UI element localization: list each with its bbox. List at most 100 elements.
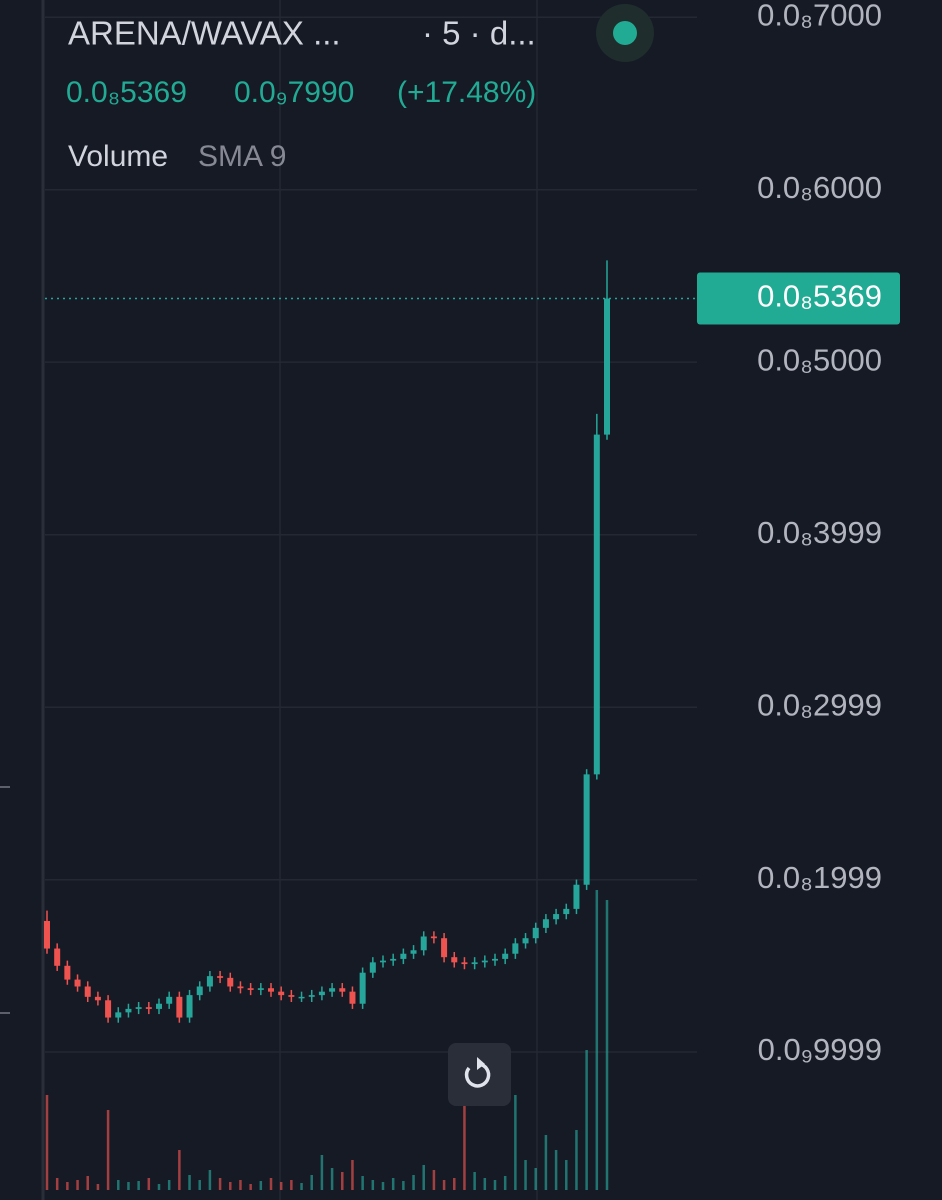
candle-body	[176, 996, 183, 1018]
candle-body	[186, 995, 193, 1018]
volume-bar	[514, 1095, 517, 1190]
volume-bar	[218, 1178, 222, 1190]
volume-bar	[575, 1130, 578, 1190]
candle-body	[115, 1012, 122, 1018]
volume-bar	[453, 1178, 456, 1190]
volume-bar	[249, 1184, 252, 1190]
reset-icon-arrow[interactable]	[477, 1057, 485, 1070]
volume-bar	[66, 1182, 69, 1190]
candle-body	[553, 914, 560, 920]
candle-body	[44, 920, 50, 949]
candle-body	[390, 958, 397, 961]
candle-body	[502, 953, 509, 959]
volume-bar	[381, 1182, 385, 1190]
y-tick-label: 0.0₉9999	[758, 1032, 882, 1067]
volume-bar	[432, 1170, 436, 1190]
candle-body	[84, 986, 91, 997]
candle-body	[156, 1003, 162, 1009]
status-dot	[613, 21, 637, 45]
candle-body	[522, 938, 529, 944]
y-tick-label: 0.0₈1999	[757, 860, 882, 895]
candle-body	[145, 1007, 152, 1009]
candle-body	[359, 972, 366, 1004]
candle-layer	[44, 260, 610, 1023]
candle-body	[237, 986, 244, 989]
candle-body	[532, 927, 539, 939]
volume-bar	[483, 1178, 487, 1190]
candle-body	[206, 976, 213, 987]
y-tick-label: 0.0₈3999	[757, 515, 882, 550]
volume-bar	[167, 1180, 171, 1190]
volume-bar	[493, 1180, 497, 1190]
volume-bar	[127, 1182, 130, 1190]
volume-bar	[117, 1180, 120, 1190]
volume-bar	[565, 1160, 568, 1190]
volume-bar	[605, 900, 609, 1190]
volume-bar	[229, 1182, 232, 1190]
volume-bar	[412, 1175, 415, 1190]
volume-bar	[585, 1050, 588, 1190]
candle-body	[542, 919, 549, 928]
volume-bar	[239, 1180, 242, 1190]
reset-button[interactable]	[448, 1043, 511, 1106]
candle-body	[604, 298, 610, 435]
candle-body	[125, 1008, 132, 1013]
candle-body	[298, 996, 305, 999]
candle-body	[227, 977, 234, 987]
volume-bar	[269, 1178, 273, 1190]
candle-body	[318, 991, 325, 996]
reset-icon[interactable]	[464, 1062, 491, 1088]
candle-body	[430, 936, 437, 939]
y-tick-label: 0.0₈7000	[757, 0, 882, 32]
volume-bar	[320, 1155, 324, 1190]
candle-body	[105, 1000, 112, 1018]
candle-body	[54, 948, 61, 966]
price-axis: 0.0₈7000 0.0₈6000 0.0₈5000 0.0₈3999 0.0₈2999…	[45, 0, 900, 1067]
volume-bar	[351, 1160, 354, 1190]
volume-bar	[55, 1178, 59, 1190]
candle-body	[420, 936, 427, 951]
candle-body	[583, 774, 590, 885]
candle-body	[512, 943, 519, 954]
volume-bar	[463, 1100, 466, 1190]
candle-body	[471, 962, 478, 965]
volume-bar	[45, 1095, 49, 1190]
volume-bar	[524, 1160, 527, 1190]
volume-bar	[178, 1150, 181, 1190]
change-value: 0.0₉7990	[234, 76, 354, 109]
candle-body	[573, 884, 580, 909]
volume-bar	[402, 1181, 405, 1190]
volume-bar	[86, 1176, 89, 1190]
candle-body	[451, 957, 458, 963]
volume-bar	[422, 1165, 425, 1190]
interval: · 5 · d...	[422, 15, 536, 52]
candle-body	[380, 960, 386, 963]
candle-body	[410, 950, 417, 954]
reset-button-bg[interactable]	[448, 1043, 511, 1106]
volume-bar	[290, 1180, 293, 1190]
candle-body	[94, 996, 101, 1001]
change-percent: (+17.48%)	[397, 76, 536, 109]
candle-body	[349, 991, 356, 1004]
volume-bar	[147, 1178, 151, 1190]
volume-bar	[473, 1172, 476, 1190]
y-tick-label: 0.0₈6000	[757, 170, 882, 205]
candle-body	[288, 995, 295, 997]
volume-bar	[330, 1168, 334, 1190]
volume-bar	[554, 1150, 558, 1190]
candle-body	[166, 996, 173, 1004]
indicator-param: SMA 9	[198, 140, 286, 173]
volume-bar	[279, 1182, 283, 1190]
volume-bar	[341, 1172, 344, 1190]
last-price-label: 0.0₈5369	[757, 279, 882, 314]
candle-body	[247, 988, 254, 990]
candle-body	[329, 988, 336, 992]
y-tick-label: 0.0₈2999	[757, 687, 882, 722]
volume-bar	[300, 1183, 303, 1190]
volume-bar	[544, 1135, 548, 1190]
volume-bar	[259, 1181, 263, 1190]
candle-body	[268, 988, 274, 992]
